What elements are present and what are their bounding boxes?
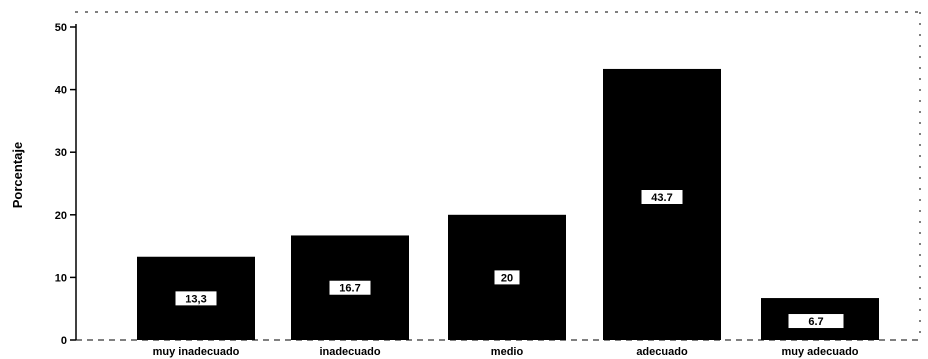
y-tick-label: 0 xyxy=(61,335,67,347)
x-tick-label: inadecuado xyxy=(319,346,380,358)
bar-group: 6.7 xyxy=(761,298,879,340)
data-label: 6.7 xyxy=(808,316,823,328)
y-tick-label: 30 xyxy=(55,147,67,159)
x-tick-label: muy inadecuado xyxy=(153,346,240,358)
y-tick-label: 20 xyxy=(55,210,67,222)
data-label: 13,3 xyxy=(185,293,206,305)
x-tick-label: muy adecuado xyxy=(781,346,858,358)
y-tick-label: 40 xyxy=(55,85,67,97)
data-label-box xyxy=(787,313,845,330)
y-axis: 0 10 20 30 40 50 xyxy=(55,22,77,347)
bar-group: 16.7 xyxy=(291,235,409,340)
y-tick-label: 50 xyxy=(55,22,67,34)
data-label: 43.7 xyxy=(651,192,672,204)
data-label-box xyxy=(640,189,684,205)
bar-group: 20 xyxy=(448,214,566,340)
data-label-box xyxy=(493,269,521,286)
x-tick-label: adecuado xyxy=(636,346,688,358)
data-label-box xyxy=(174,290,218,307)
data-label-box xyxy=(328,279,372,296)
y-tick-label: 10 xyxy=(55,272,67,284)
bar-group: 43.7 xyxy=(603,68,721,340)
data-label: 20 xyxy=(501,272,513,284)
bars: 13,3 16.7 20 43.7 6.7 xyxy=(137,68,879,340)
bar-group: 13,3 xyxy=(137,256,255,340)
y-axis-title: Porcentaje xyxy=(10,142,25,208)
data-label: 16.7 xyxy=(339,283,360,295)
category-labels: muy inadecuado inadecuado medio adecuado muy… xyxy=(153,346,859,358)
x-tick-label: medio xyxy=(491,346,524,358)
